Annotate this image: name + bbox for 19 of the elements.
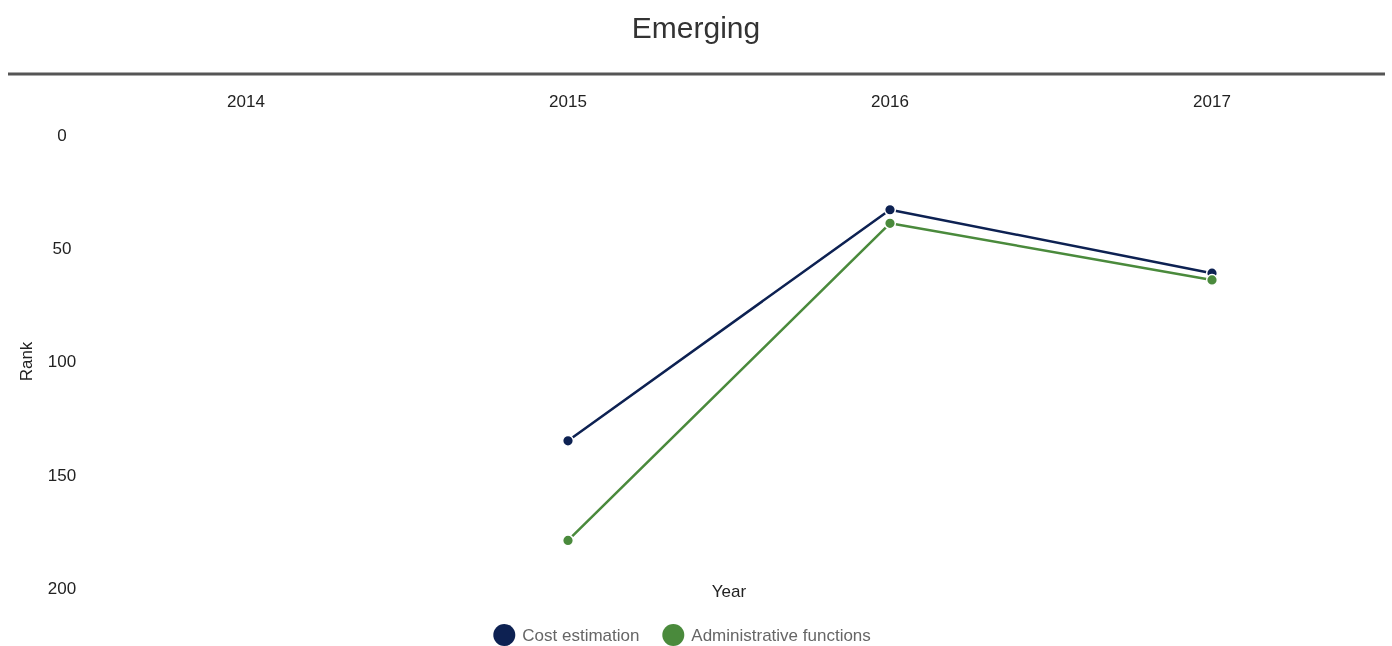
legend-label: Cost estimation: [522, 625, 640, 645]
point: [883, 203, 897, 216]
x-tick-label: 2017: [1193, 92, 1231, 111]
legend-label: Administrative functions: [691, 625, 871, 645]
point: [561, 534, 575, 547]
point: [883, 217, 897, 230]
y-tick-label: 100: [47, 352, 77, 372]
y-tick-label: 200: [47, 578, 77, 598]
y-axis-title: Rank: [17, 341, 36, 382]
point: [561, 434, 575, 447]
y-tick-label: 150: [47, 465, 77, 485]
y-tick-label: 0: [57, 125, 67, 145]
x-tick-label: 2014: [227, 92, 265, 111]
point: [1205, 273, 1219, 287]
x-axis-title: Year: [711, 582, 747, 601]
x-tick-label: 2015: [549, 92, 587, 111]
chart-title: Emerging: [631, 11, 761, 44]
x-tick-label: 2016: [871, 92, 909, 111]
y-tick-label: 50: [52, 239, 72, 259]
